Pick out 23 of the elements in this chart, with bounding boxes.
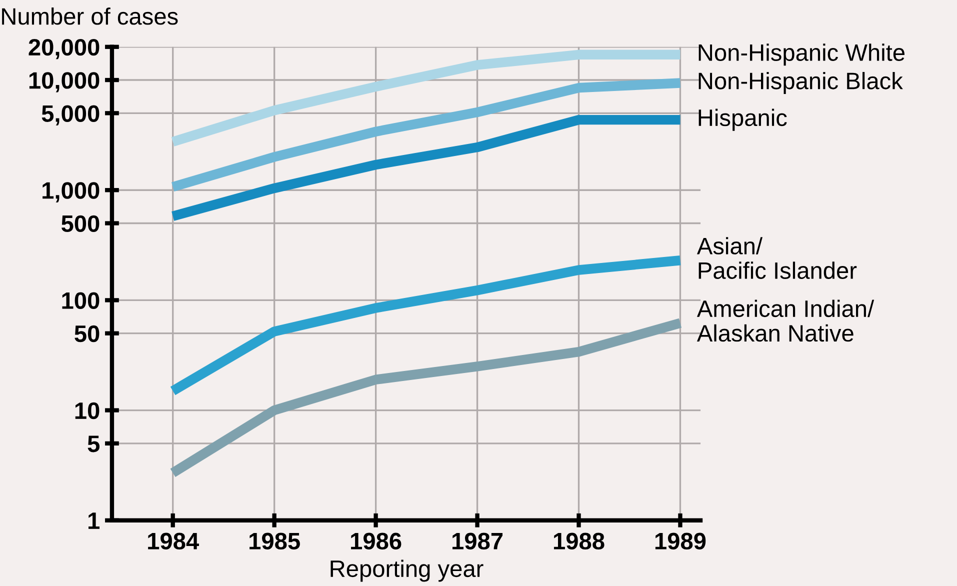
y-axis-title: Number of cases (2, 7, 178, 25)
series-label: Asian/ Pacific Islander (696, 237, 857, 279)
x-tick-label: 1987 (452, 532, 503, 550)
x-tick-label: 1984 (148, 532, 199, 550)
series-label: Non-Hispanic Black (698, 72, 903, 94)
series-label: American Indian/ Alaskan Native (696, 300, 874, 342)
y-tick-label: 1,000 (42, 182, 100, 202)
y-tick-label: 1 (88, 512, 100, 529)
y-tick-label: 500 (62, 215, 100, 232)
y-tick-label: 10 (75, 402, 100, 420)
x-tick-label: 1985 (250, 532, 300, 550)
y-tick-label: 100 (62, 292, 100, 309)
series-label: Non-Hispanic White (698, 44, 904, 66)
y-tick-label: 20,000 (28, 38, 100, 60)
x-tick-label: 1986 (351, 532, 402, 550)
y-tick-label: 5,000 (42, 105, 100, 126)
x-axis-title: Reporting year (330, 560, 484, 582)
y-tick-label: 5 (88, 436, 100, 452)
y-tick-label: 50 (74, 325, 100, 342)
x-tick-label: 1988 (554, 532, 604, 550)
x-tick-label: 1989 (655, 532, 706, 550)
y-tick-label: 10,000 (29, 72, 100, 92)
series-label: Hispanic (698, 108, 787, 131)
